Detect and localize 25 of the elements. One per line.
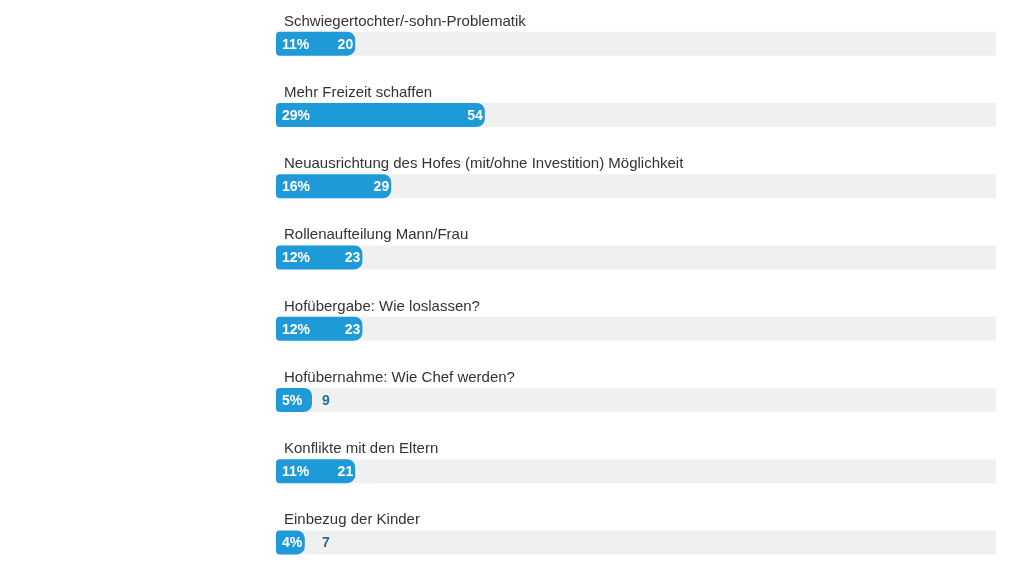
data-label: 5%: [282, 391, 303, 408]
data-label: 29%: [282, 106, 311, 123]
y-tick-label: Mehr Freizeit schaffen: [284, 82, 433, 100]
y-tick-label: Einbezug der Kinder: [284, 510, 420, 528]
annotation: 23: [344, 320, 361, 337]
y-tick-label: Konflikte mit den Eltern: [284, 439, 439, 457]
y-tick-label: Schwiegertochter/-sohn-Problematik: [284, 11, 527, 29]
data-label: 12%: [282, 320, 311, 337]
data-label: 16%: [282, 178, 311, 195]
bar: [276, 102, 485, 127]
data-label: 12%: [282, 249, 311, 266]
annotation: 54: [467, 106, 484, 123]
data-label: 11%: [282, 35, 310, 52]
y-tick-label: Rollenaufteilung Mann/Frau: [284, 225, 469, 243]
data-label: 11%: [282, 463, 310, 480]
data-label: 4%: [282, 534, 303, 551]
annotation: 29: [373, 178, 390, 195]
annotation: 7: [322, 534, 330, 551]
y-tick-label: Neuausrichtung des Hofes (mit/ohne Investition) Möglichkeit: [284, 154, 685, 172]
y-tick-label: Hofübernahme: Wie Chef werden?: [284, 367, 515, 385]
annotation: 23: [344, 249, 361, 266]
annotation: 20: [337, 35, 354, 52]
annotation: 9: [322, 391, 330, 408]
y-tick-label: Hofübergabe: Wie loslassen?: [284, 296, 480, 314]
annotation: 21: [337, 463, 354, 480]
